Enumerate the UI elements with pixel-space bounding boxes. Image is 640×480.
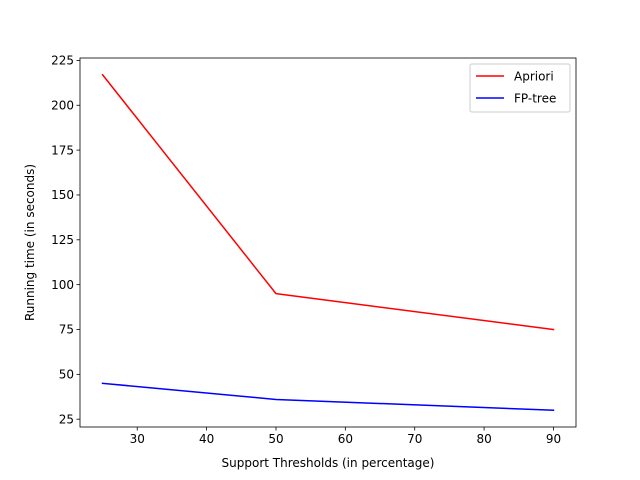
legend-label-apriori: Apriori — [514, 70, 554, 84]
x-tick-label: 70 — [407, 432, 422, 446]
x-tick-label: 40 — [199, 432, 214, 446]
y-tick-label: 25 — [59, 412, 74, 426]
x-axis-label: Support Thresholds (in percentage) — [222, 456, 435, 470]
y-tick-label: 100 — [51, 278, 74, 292]
legend: Apriori FP-tree — [469, 63, 571, 113]
x-tick-label: 50 — [268, 432, 283, 446]
series-line-fp-tree — [101, 382, 555, 412]
y-tick-label: 125 — [51, 233, 74, 247]
legend-label-fp-tree: FP-tree — [514, 92, 556, 106]
y-tick-label: 50 — [59, 368, 74, 382]
y-tick-label: 225 — [51, 54, 74, 68]
x-tick-label: 80 — [476, 432, 491, 446]
axis-ticks: 30 40 50 60 70 80 90 25 50 75 100 125 150 175 200 225 — [51, 54, 561, 446]
x-tick-label: 30 — [130, 432, 145, 446]
series-line-apriori — [101, 73, 555, 331]
y-tick-label: 75 — [59, 323, 74, 337]
series-lines — [101, 73, 555, 412]
axes-frame — [79, 57, 577, 428]
y-axis-label: Running time (in seconds) — [23, 164, 37, 321]
y-tick-label: 150 — [51, 188, 74, 202]
y-tick-label: 200 — [51, 98, 74, 112]
x-tick-label: 90 — [546, 432, 561, 446]
y-tick-label: 175 — [51, 143, 74, 157]
x-tick-label: 60 — [338, 432, 353, 446]
